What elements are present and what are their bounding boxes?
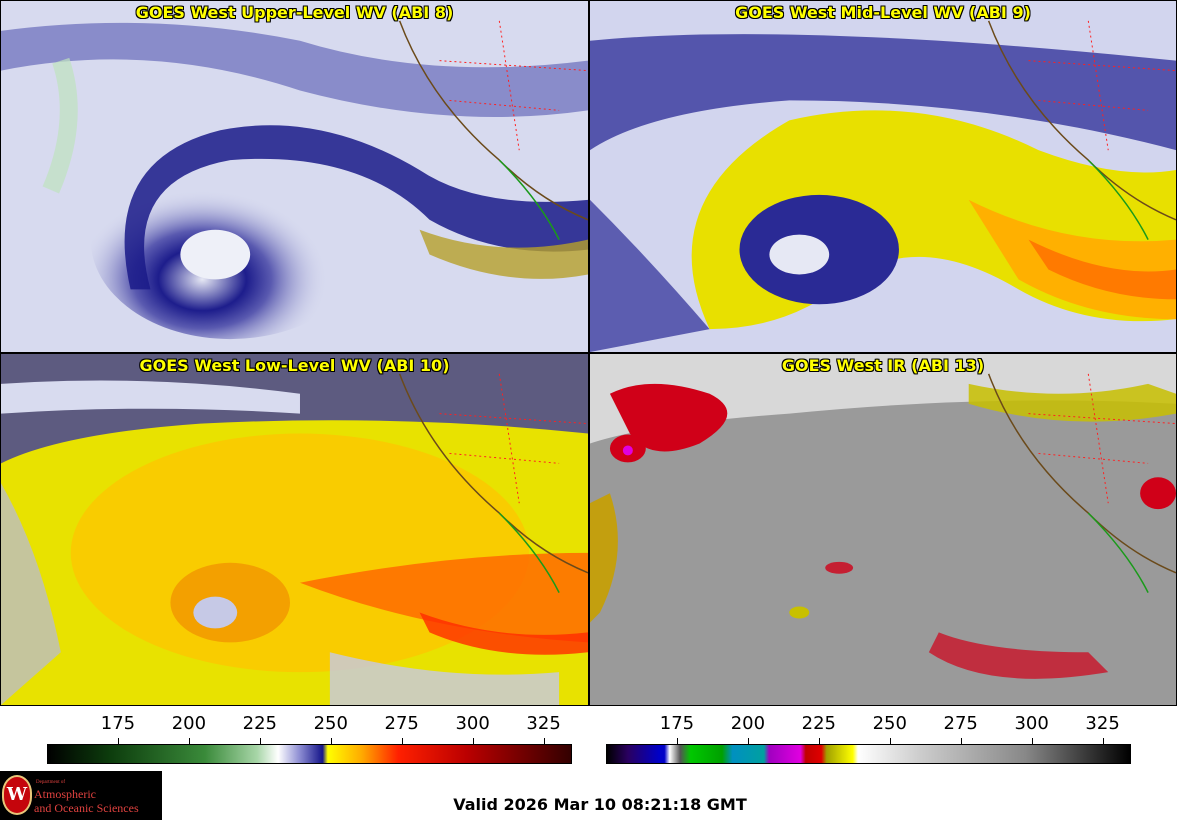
scale-tick-mark [818, 738, 820, 744]
scale-tick-label: 175 [659, 713, 695, 734]
logo-department: Department of [36, 780, 66, 785]
panel-low-level-wv: GOES West Low-Level WV (ABI 10) [0, 353, 589, 706]
panel-ir: GOES West IR (ABI 13) [589, 353, 1177, 706]
university-seal-icon: W [2, 775, 32, 815]
department-logo: W Department of Atmospheric and Oceanic … [0, 771, 162, 820]
scale-tick-mark [401, 738, 403, 744]
scale-tick-label: 250 [313, 713, 348, 734]
scale-tick-label: 250 [872, 713, 907, 734]
scale-tick-label: 200 [171, 713, 207, 734]
wv-color-bar [47, 744, 572, 764]
panel-mid-level-wv: GOES West Mid-Level WV (ABI 9) [589, 0, 1177, 353]
logo-line-1: Atmospheric [34, 787, 96, 801]
valid-time: Valid 2026 Mar 10 08:21:18 GMT [453, 795, 747, 814]
panel-title: GOES West IR (ABI 13) [781, 356, 985, 375]
ir-color-scale: 175 200 225 250 275 300 325 [606, 707, 1131, 767]
scale-tick-label: 300 [455, 713, 490, 734]
scale-tick-label: 275 [384, 713, 419, 734]
mid-level-wv-image [590, 1, 1176, 352]
scale-tick-mark [117, 738, 119, 744]
scale-tick-mark [330, 738, 332, 744]
panel-title: GOES West Mid-Level WV (ABI 9) [735, 3, 1031, 22]
logo-line-2: and Oceanic Sciences [34, 801, 139, 815]
panel-title: GOES West Low-Level WV (ABI 10) [139, 356, 450, 375]
panel-upper-level-wv: GOES West Upper-Level WV (ABI 8) [0, 0, 589, 353]
scale-tick-label: 300 [1014, 713, 1049, 734]
scale-tick-mark [543, 738, 545, 744]
ir-image [590, 354, 1176, 705]
scale-tick-label: 175 [100, 713, 136, 734]
scale-tick-mark [188, 738, 190, 744]
scale-tick-mark [1102, 738, 1104, 744]
scale-tick-mark [1031, 738, 1033, 744]
panel-title: GOES West Upper-Level WV (ABI 8) [135, 3, 454, 22]
upper-level-wv-image [1, 1, 588, 352]
scale-tick-label: 225 [801, 713, 836, 734]
scale-tick-label: 200 [730, 713, 766, 734]
scale-tick-label: 325 [1085, 713, 1120, 734]
ir-color-bar [606, 744, 1131, 764]
scale-tick-mark [889, 738, 891, 744]
scale-tick-label: 325 [526, 713, 561, 734]
scale-tick-mark [259, 738, 261, 744]
scale-tick-label: 225 [242, 713, 277, 734]
scale-tick-label: 275 [943, 713, 978, 734]
wv-color-scale: 175 200 225 250 275 300 325 [47, 707, 572, 767]
low-level-wv-image [1, 354, 588, 705]
scale-tick-mark [676, 738, 678, 744]
scale-tick-mark [472, 738, 474, 744]
scale-tick-mark [960, 738, 962, 744]
scale-tick-mark [747, 738, 749, 744]
